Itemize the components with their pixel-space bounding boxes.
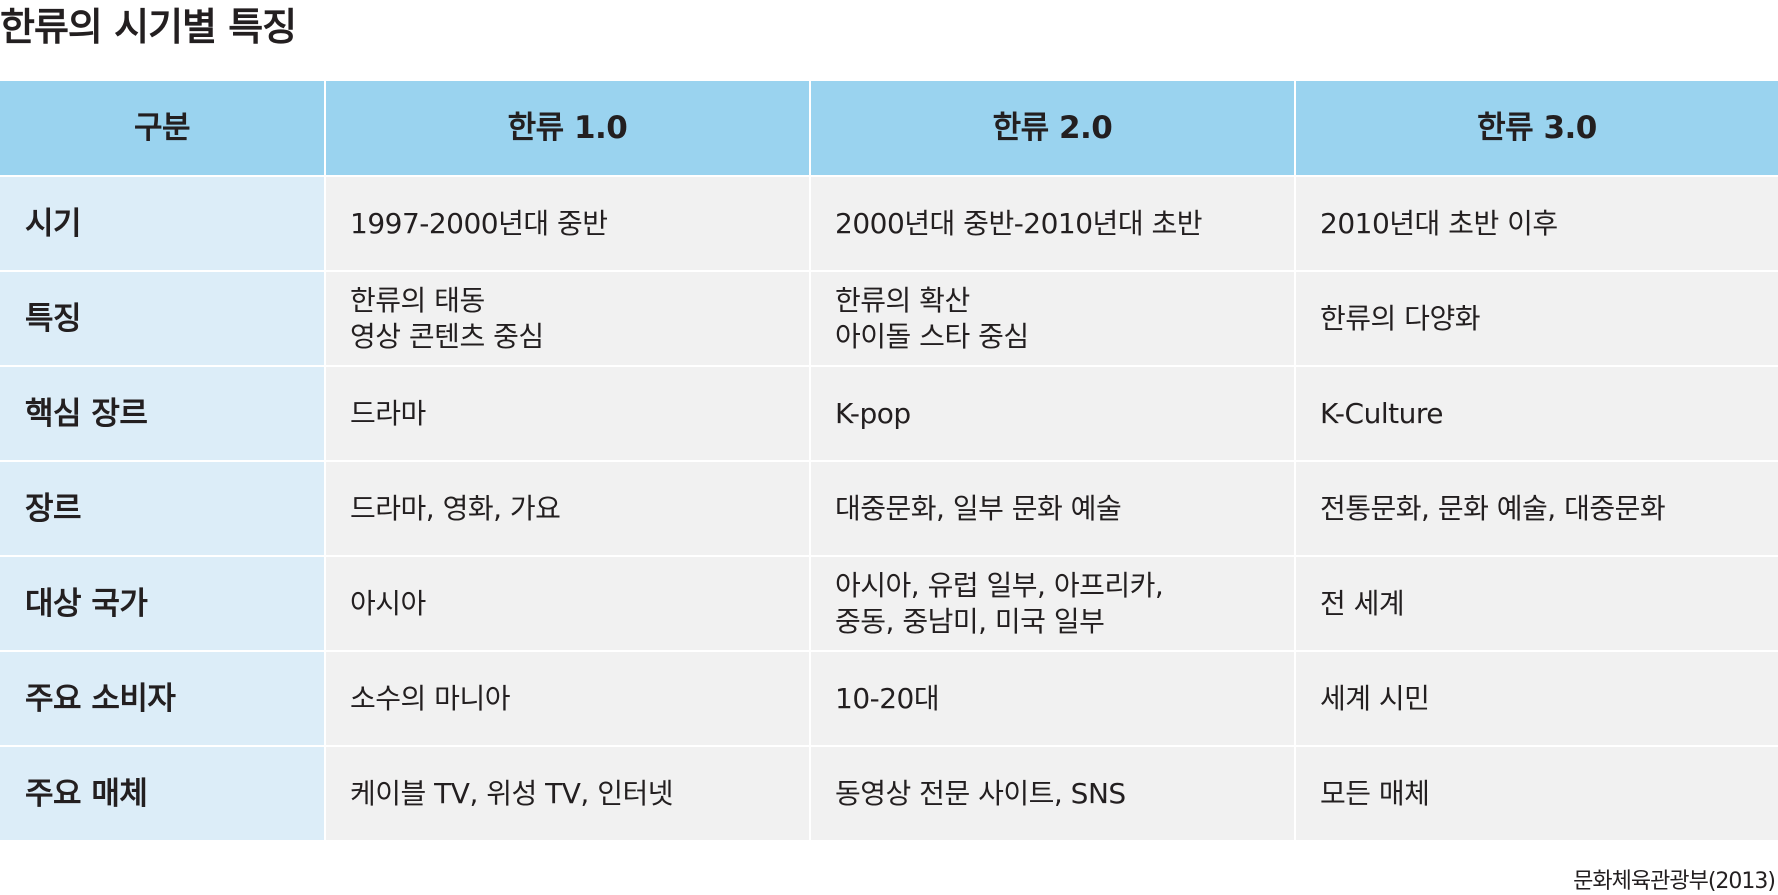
source-note: 문화체육관광부(2013) — [1573, 869, 1776, 894]
cell-text: 2010년대 초반 이후 — [1320, 206, 1558, 240]
cell-text: 2000년대 중반-2010년대 초반 — [835, 206, 1203, 240]
row-label: 특징 — [0, 272, 324, 365]
table-cell: 전 세계 — [1296, 557, 1778, 650]
table-cell: 케이블 TV, 위성 TV, 인터넷 — [326, 747, 809, 840]
header-cell: 한류 1.0 — [326, 81, 809, 175]
page-title: 한류의 시기별 특징 — [0, 5, 297, 49]
table-cell: 한류의 태동 영상 콘텐츠 중심 — [326, 272, 809, 365]
table-cell: 소수의 마니아 — [326, 652, 809, 745]
table-cell: 동영상 전문 사이트, SNS — [811, 747, 1294, 840]
cell-text: 한류의 확산 아이돌 스타 중심 — [835, 283, 1029, 353]
row-label: 대상 국가 — [0, 557, 324, 650]
table-cell: 10-20대 — [811, 652, 1294, 745]
cell-text: K-Culture — [1320, 396, 1443, 430]
table-cell: 2010년대 초반 이후 — [1296, 177, 1778, 270]
cell-text: 아시아 — [350, 586, 426, 620]
cell-text: 1997-2000년대 중반 — [350, 206, 608, 240]
table-cell: 드라마, 영화, 가요 — [326, 462, 809, 555]
cell-text: 아시아, 유럽 일부, 아프리카, 중동, 중남미, 미국 일부 — [835, 568, 1164, 638]
cell-text: 케이블 TV, 위성 TV, 인터넷 — [350, 776, 674, 810]
cell-text: 세계 시민 — [1320, 681, 1430, 715]
row-label: 핵심 장르 — [0, 367, 324, 460]
table-cell: 한류의 다양화 — [1296, 272, 1778, 365]
table-cell: K-Culture — [1296, 367, 1778, 460]
header-cell: 한류 2.0 — [811, 81, 1294, 175]
cell-text: 10-20대 — [835, 681, 940, 715]
table-cell: 아시아 — [326, 557, 809, 650]
table-cell: 한류의 확산 아이돌 스타 중심 — [811, 272, 1294, 365]
table-cell: 모든 매체 — [1296, 747, 1778, 840]
cell-text: 한류의 다양화 — [1320, 301, 1480, 335]
comparison-table: 구분 한류 1.0 한류 2.0 한류 3.0 시기 1997-2000년대 중… — [0, 81, 1778, 840]
cell-text: 동영상 전문 사이트, SNS — [835, 776, 1126, 810]
header-cell: 한류 3.0 — [1296, 81, 1778, 175]
table-cell: 드라마 — [326, 367, 809, 460]
row-label: 주요 매체 — [0, 747, 324, 840]
row-label: 주요 소비자 — [0, 652, 324, 745]
row-label: 시기 — [0, 177, 324, 270]
table-cell: 1997-2000년대 중반 — [326, 177, 809, 270]
header-cell: 구분 — [0, 81, 324, 175]
cell-text: 한류의 태동 영상 콘텐츠 중심 — [350, 283, 544, 353]
cell-text: K-pop — [835, 396, 911, 430]
cell-text: 전 세계 — [1320, 586, 1405, 620]
table-cell: 세계 시민 — [1296, 652, 1778, 745]
cell-text: 소수의 마니아 — [350, 681, 510, 715]
table-cell: 2000년대 중반-2010년대 초반 — [811, 177, 1294, 270]
table-cell: 대중문화, 일부 문화 예술 — [811, 462, 1294, 555]
cell-text: 대중문화, 일부 문화 예술 — [835, 491, 1122, 525]
table-cell: 전통문화, 문화 예술, 대중문화 — [1296, 462, 1778, 555]
table-cell: K-pop — [811, 367, 1294, 460]
cell-text: 드라마 — [350, 396, 426, 430]
cell-text: 전통문화, 문화 예술, 대중문화 — [1320, 491, 1666, 525]
cell-text: 드라마, 영화, 가요 — [350, 491, 561, 525]
table-cell: 아시아, 유럽 일부, 아프리카, 중동, 중남미, 미국 일부 — [811, 557, 1294, 650]
cell-text: 모든 매체 — [1320, 776, 1430, 810]
row-label: 장르 — [0, 462, 324, 555]
